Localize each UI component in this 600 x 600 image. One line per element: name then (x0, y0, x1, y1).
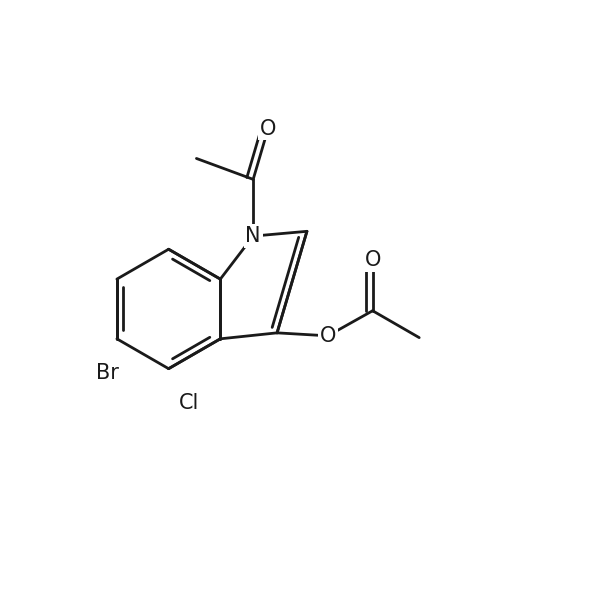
Text: O: O (320, 326, 336, 346)
Text: O: O (260, 119, 276, 139)
Text: N: N (245, 226, 261, 246)
Text: O: O (364, 250, 381, 270)
Text: Br: Br (97, 364, 119, 383)
Text: Cl: Cl (179, 394, 200, 413)
